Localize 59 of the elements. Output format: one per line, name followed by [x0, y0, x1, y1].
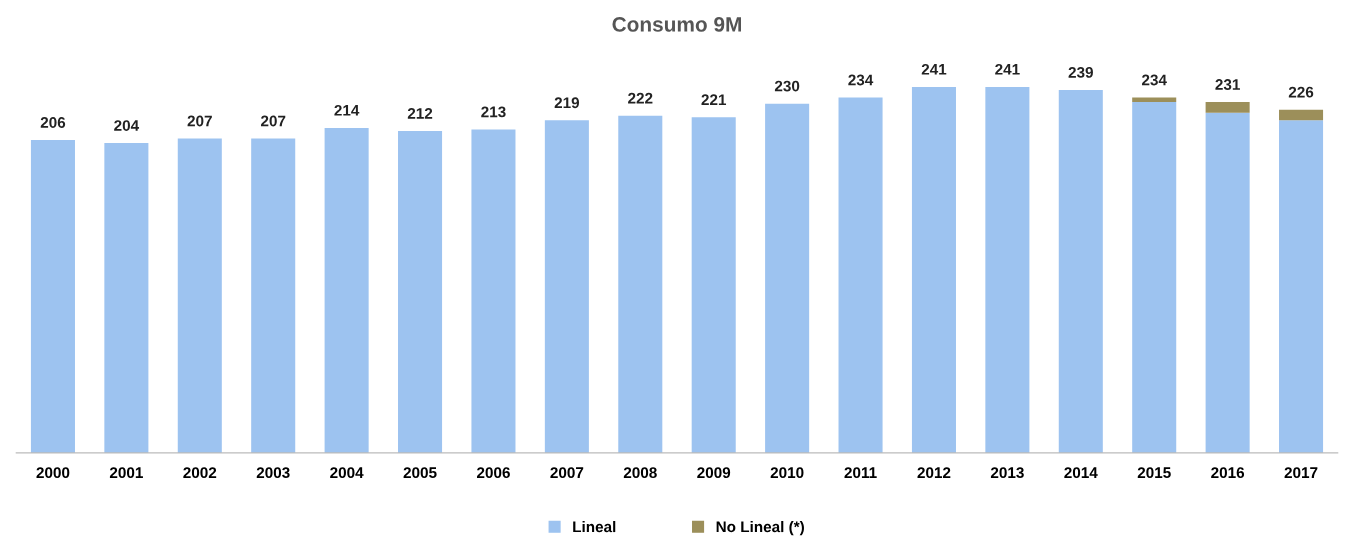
- chart-title: Consumo 9M: [612, 17, 741, 32]
- x-tick-label: 2014: [1064, 467, 1098, 479]
- data-label: 239: [1068, 66, 1093, 78]
- data-label: 214: [334, 104, 360, 116]
- data-label: 207: [260, 115, 286, 127]
- data-label: 241: [995, 63, 1020, 75]
- bar: [1279, 120, 1324, 453]
- total-label: 231: [1215, 79, 1240, 90]
- data-label: 222: [628, 92, 653, 104]
- data-label: 213: [481, 106, 506, 118]
- bar: [177, 138, 222, 453]
- bar: [104, 143, 149, 453]
- bar: [618, 115, 663, 453]
- x-tick-label: 2016: [1211, 467, 1245, 479]
- data-label: 234: [848, 74, 874, 86]
- bar: [471, 129, 516, 453]
- data-label: 204: [114, 120, 140, 131]
- bar: [1205, 102, 1250, 113]
- x-tick-label: 2005: [403, 467, 437, 479]
- data-label: 230: [774, 80, 800, 92]
- bar: [398, 130, 443, 453]
- x-tick-label: 2002: [183, 467, 217, 479]
- x-tick-label: 2012: [917, 467, 951, 479]
- bar: [1132, 102, 1177, 453]
- x-tick-label: 2000: [36, 467, 70, 479]
- bar: [1058, 89, 1103, 453]
- bar: [30, 140, 75, 453]
- data-label: 241: [921, 63, 947, 75]
- data-label: 206: [40, 117, 66, 128]
- bar: [765, 103, 810, 453]
- bar: [1205, 112, 1250, 453]
- bar: [1279, 109, 1324, 121]
- bar: [251, 138, 296, 453]
- bar: [838, 97, 883, 453]
- data-label: 221: [701, 94, 727, 105]
- x-tick-label: 2001: [109, 467, 143, 479]
- x-tick-label: 2003: [256, 467, 290, 479]
- data-label: 207: [187, 115, 212, 127]
- bar: [911, 86, 956, 453]
- bar: [985, 86, 1030, 453]
- total-label: 226: [1288, 86, 1314, 98]
- x-tick-label: 2009: [697, 467, 731, 479]
- x-tick-label: 2008: [623, 467, 657, 479]
- legend-label: No Lineal (*): [716, 521, 804, 536]
- x-tick-label: 2013: [990, 467, 1024, 479]
- x-tick-label: 2004: [330, 467, 364, 479]
- x-tick-label: 2011: [844, 467, 877, 479]
- x-tick-label: 2007: [550, 467, 584, 479]
- bar: [324, 127, 369, 453]
- data-label: 212: [407, 107, 433, 119]
- bar: [544, 120, 589, 453]
- data-label: 219: [554, 97, 580, 109]
- legend-label: Lineal: [573, 521, 616, 533]
- x-tick-label: 2017: [1284, 467, 1318, 479]
- total-label: 234: [1142, 74, 1167, 86]
- bar: [691, 117, 736, 453]
- x-tick-label: 2006: [477, 467, 510, 479]
- x-tick-label: 2010: [770, 467, 804, 479]
- x-tick-label: 2015: [1137, 467, 1171, 479]
